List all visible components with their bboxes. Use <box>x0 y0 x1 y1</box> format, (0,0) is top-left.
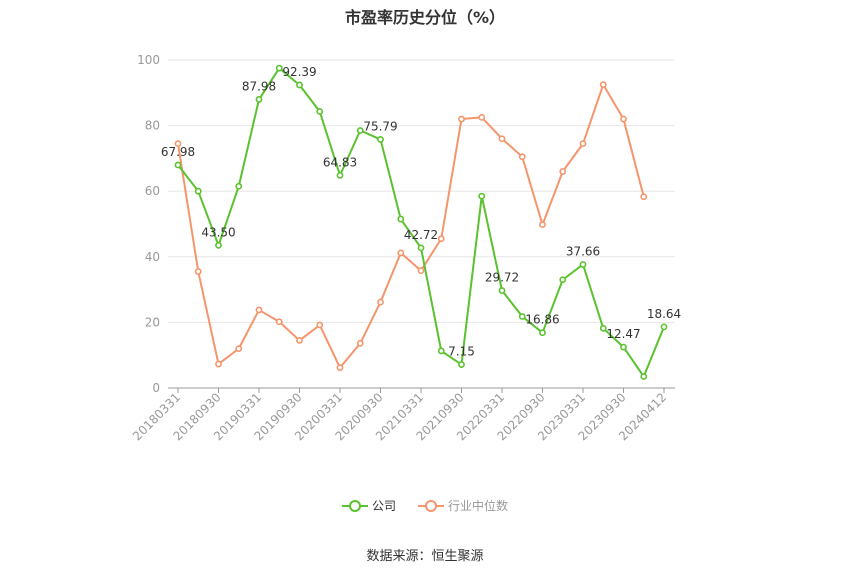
industry-median-data-point <box>397 249 405 257</box>
company-data-point <box>255 96 263 103</box>
industry-median-data-point <box>377 298 384 306</box>
company-data-label: 29.72 <box>485 271 519 285</box>
company-data-point <box>194 187 202 195</box>
industry-median-data-point <box>518 153 526 161</box>
company-data-label: 75.79 <box>363 119 397 133</box>
company-data-label: 37.66 <box>566 244 600 258</box>
company-data-point <box>539 329 546 337</box>
company-data-point <box>174 161 182 169</box>
company-data-point <box>559 276 567 284</box>
y-tick-label: 0 <box>152 381 160 395</box>
company-data-point <box>235 182 243 190</box>
company-data-point <box>660 323 668 331</box>
company-data-label: 42.72 <box>404 228 438 242</box>
company-data-point <box>620 343 627 351</box>
company-data-label: 67.98 <box>161 145 195 159</box>
company-data-point <box>478 192 486 200</box>
industry-median-data-point <box>599 81 607 88</box>
series-line-company <box>177 67 665 378</box>
industry-median-data-point <box>458 115 465 123</box>
chart-title: 市盈率历史分位（%） <box>344 8 506 27</box>
industry-median-data-point <box>194 268 202 275</box>
y-tick-label: 100 <box>137 53 160 67</box>
legend-item-company[interactable]: 公司 <box>341 497 396 514</box>
industry-median-data-point <box>255 306 263 314</box>
company-data-label: 16.86 <box>525 313 559 327</box>
company-data-point <box>377 136 384 143</box>
company-data-label: 87.98 <box>242 79 276 93</box>
company-data-point <box>599 324 607 332</box>
industry-median-data-point <box>296 337 303 344</box>
data-labels: 67.98 43.50 87.98 92.39 64.83 75.79 42.72 7.15 2… <box>161 65 681 359</box>
company-data-point <box>316 108 324 115</box>
industry-median-data-point <box>539 221 546 229</box>
company-data-label: 12.47 <box>606 327 640 341</box>
company-data-point <box>437 347 445 355</box>
company-data-label: 18.64 <box>647 307 681 321</box>
industry-median-data-point <box>336 364 344 372</box>
source-note: 数据来源：恒生聚源 <box>366 549 484 564</box>
company-data-point <box>275 64 283 72</box>
company-data-label: 64.83 <box>323 155 357 169</box>
company-data-label: 43.50 <box>201 225 235 239</box>
company-data-point <box>458 361 465 368</box>
industry-median-data-point <box>559 168 567 175</box>
industry-median-data-point <box>215 360 222 368</box>
legend-company-label: 公司 <box>371 499 396 513</box>
industry-median-data-point <box>640 193 648 201</box>
y-tick-label: 20 <box>145 315 160 329</box>
company-data-point <box>215 241 222 249</box>
legend-company-marker-icon <box>341 499 368 512</box>
industry-median-data-point <box>417 267 425 274</box>
industry-median-data-point <box>620 115 627 123</box>
legend: 公司 行业中位数 <box>0 497 850 514</box>
series-line-industry-median <box>177 83 645 369</box>
company-data-label: 92.39 <box>282 65 316 79</box>
legend-item-industry-median[interactable]: 行业中位数 <box>418 497 508 514</box>
series-lines <box>174 64 668 380</box>
company-data-point <box>579 261 587 268</box>
company-data-point <box>518 313 526 320</box>
company-data-label: 7.15 <box>448 345 475 359</box>
company-data-point <box>498 287 506 294</box>
company-data-point <box>397 215 405 223</box>
industry-median-data-point <box>235 345 243 353</box>
legend-industry-marker-icon <box>418 499 444 512</box>
industry-median-data-point <box>498 135 506 143</box>
legend-industry-label: 行业中位数 <box>448 499 509 513</box>
y-tick-label: 80 <box>145 119 160 133</box>
company-data-point <box>417 244 425 252</box>
company-data-point <box>296 81 303 89</box>
industry-median-data-point <box>579 140 587 148</box>
industry-median-data-point <box>356 339 364 347</box>
y-tick-label: 40 <box>145 250 160 264</box>
industry-median-data-point <box>478 114 486 121</box>
industry-median-data-point <box>437 235 445 243</box>
industry-median-data-point <box>316 321 324 329</box>
industry-median-data-point <box>275 318 283 326</box>
industry-median-data-point <box>174 140 182 148</box>
company-data-point <box>640 373 648 380</box>
grid-lines <box>168 59 675 323</box>
company-data-point <box>336 171 344 179</box>
y-tick-label: 60 <box>145 184 160 198</box>
company-data-point <box>356 127 364 134</box>
